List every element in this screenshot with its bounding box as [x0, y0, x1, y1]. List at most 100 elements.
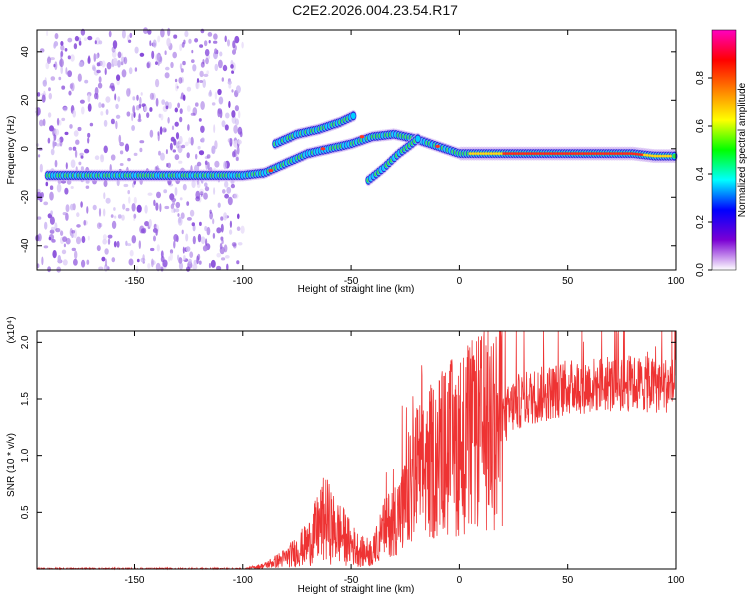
noise-speckle [206, 226, 211, 236]
snr-plot-area [37, 331, 676, 569]
noise-speckle [195, 81, 200, 90]
noise-speckle [127, 157, 131, 162]
x-tick-label: 0 [457, 276, 463, 287]
noise-speckle [213, 124, 216, 134]
track-peak [585, 152, 589, 155]
x-tick-label: -100 [233, 276, 253, 287]
noise-speckle [208, 263, 211, 269]
noise-speckle [71, 233, 74, 238]
noise-speckle [188, 137, 192, 144]
noise-speckle [133, 152, 138, 156]
track-peak [570, 152, 574, 155]
track-peak [494, 152, 498, 155]
noise-speckle [191, 59, 195, 63]
noise-speckle [159, 203, 162, 213]
noise-speckle [113, 207, 116, 211]
noise-speckle [237, 139, 242, 145]
noise-speckle [163, 189, 168, 194]
noise-speckle [140, 228, 145, 234]
noise-speckle [151, 50, 155, 60]
noise-speckle [100, 155, 105, 163]
noise-speckle [68, 146, 73, 151]
track-peak [536, 152, 540, 155]
noise-speckle [216, 252, 221, 258]
noise-speckle [226, 186, 232, 194]
noise-speckle [39, 119, 44, 127]
noise-speckle [100, 111, 104, 116]
noise-speckle [148, 219, 152, 228]
noise-speckle [131, 125, 136, 131]
track-peak [507, 152, 511, 155]
noise-speckle [202, 245, 208, 252]
noise-speckle [51, 239, 56, 243]
noise-speckle [182, 60, 186, 66]
noise-speckle [220, 223, 224, 233]
noise-speckle [174, 121, 179, 127]
noise-speckle [200, 61, 205, 68]
track-peak [502, 152, 506, 155]
noise-speckle [73, 130, 79, 137]
colorbar-ticks: 0.0 0.2 0.4 0.6 0.8 [695, 71, 712, 277]
noise-speckle [140, 257, 146, 263]
noise-speckle [175, 142, 180, 149]
noise-speckle [114, 215, 117, 219]
track-peak [559, 152, 563, 155]
noise-speckle [107, 234, 113, 239]
noise-speckle [223, 244, 228, 253]
noise-speckle [178, 160, 183, 164]
noise-speckle [110, 154, 116, 161]
noise-speckle [214, 63, 219, 72]
noise-speckle [178, 77, 183, 84]
noise-speckle [128, 258, 134, 266]
track-peak [614, 152, 618, 155]
noise-speckle [167, 117, 170, 124]
y-tick-label: -20 [20, 190, 31, 205]
track-peak [658, 154, 662, 158]
noise-speckle [168, 256, 171, 262]
noise-speckle [227, 39, 230, 47]
noise-speckle [43, 201, 49, 206]
noise-speckle [155, 229, 158, 236]
noise-speckle [108, 30, 112, 38]
noise-speckle [153, 235, 156, 242]
noise-speckle [173, 34, 178, 39]
noise-speckle [155, 78, 160, 88]
colorbar-label: Normalized spectral amplitude [737, 82, 748, 217]
x-tick-label: -150 [124, 276, 144, 287]
noise-speckle [50, 226, 56, 231]
noise-speckle [169, 142, 173, 151]
track-peak [622, 152, 626, 155]
noise-speckle [57, 255, 62, 264]
noise-speckle [224, 193, 230, 199]
track-peak [533, 152, 537, 155]
noise-speckle [121, 69, 127, 78]
noise-speckle [172, 201, 176, 206]
track-peak [616, 152, 620, 155]
track-peak [486, 152, 490, 155]
noise-speckle [155, 202, 159, 211]
y-tick-label: 2.0 [20, 335, 31, 349]
track-peak [538, 152, 542, 155]
noise-speckle [134, 46, 139, 54]
noise-speckle [236, 260, 240, 265]
track-peak [505, 152, 509, 155]
noise-speckle [75, 139, 80, 145]
track-peak [520, 152, 524, 155]
track-peak [609, 152, 613, 155]
noise-speckle [211, 102, 216, 106]
noise-speckle [231, 89, 234, 93]
noise-speckle [229, 229, 233, 235]
track-peak [554, 152, 558, 155]
noise-speckle [165, 105, 169, 110]
track-peak [663, 154, 667, 158]
noise-speckle [210, 259, 216, 268]
noise-speckle [45, 181, 49, 187]
noise-speckle [199, 44, 204, 48]
track-core [672, 153, 677, 159]
noise-speckle [103, 179, 108, 188]
noise-speckle [186, 86, 192, 92]
noise-speckle [200, 28, 205, 34]
noise-speckle [80, 155, 84, 159]
y-tick-label: -40 [20, 238, 31, 253]
noise-speckle [182, 246, 185, 254]
